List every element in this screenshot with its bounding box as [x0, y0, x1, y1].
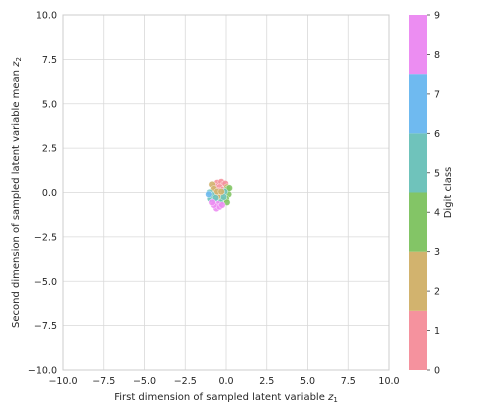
colorbar-tick-label: 0: [434, 366, 440, 377]
colorbar-tick-label: 7: [434, 89, 440, 100]
y-tick-label: 5.0: [42, 99, 57, 110]
colorbar-tick-labels: 0 1 2 3 4 5 6 7 8 9: [427, 11, 440, 377]
x-tick-label: −10.0: [48, 376, 77, 387]
x-tick-label: −7.5: [92, 376, 115, 387]
data-point: [208, 198, 216, 206]
colorbar-tick-label: 3: [434, 247, 440, 258]
colorbar-tick-label: 4: [434, 208, 440, 219]
y-tick-label: −7.5: [34, 321, 57, 332]
data-point: [205, 190, 213, 198]
data-points: [205, 178, 233, 212]
colorbar-band: [409, 192, 427, 252]
y-axis-label: Second dimension of sampled latent varia…: [11, 57, 23, 328]
colorbar-tick-label: 5: [434, 168, 440, 179]
x-tick-label: 10.0: [378, 376, 399, 387]
colorbar-band: [409, 74, 427, 134]
colorbar-tick-label: 8: [434, 50, 440, 61]
colorbar-label: Digit class: [443, 167, 454, 219]
colorbar-tick-label: 2: [434, 287, 440, 298]
x-tick-label: −5.0: [133, 376, 156, 387]
plot-frame: [62, 14, 390, 371]
colorbar-band: [409, 15, 427, 75]
colorbar-band: [409, 251, 427, 311]
x-tick-labels: −10.0 −7.5 −5.0 −2.5 0.0 2.5 5.0 7.5 10.0: [48, 376, 399, 387]
x-tick-label: 7.5: [341, 376, 356, 387]
y-tick-label: 7.5: [42, 55, 57, 66]
data-point: [225, 184, 233, 192]
x-tick-label: −2.5: [174, 376, 197, 387]
colorbar-band: [409, 133, 427, 193]
y-tick-label: 10.0: [36, 11, 57, 22]
y-tick-label: −10.0: [28, 366, 57, 377]
x-tick-label: 0.0: [218, 376, 233, 387]
y-tick-labels: −10.0 −7.5 −5.0 −2.5 0.0 2.5 5.0 7.5 10.0: [28, 11, 57, 377]
colorbar-tick-label: 9: [434, 11, 440, 22]
y-tick-label: 0.0: [42, 188, 57, 199]
colorbar-band: [409, 310, 427, 370]
x-tick-label: 5.0: [300, 376, 315, 387]
y-tick-label: −2.5: [34, 232, 57, 243]
colorbar-tick-label: 1: [434, 326, 440, 337]
colorbar-tick-label: 6: [434, 129, 440, 140]
data-point: [218, 201, 226, 209]
data-point: [217, 188, 225, 196]
y-tick-label: 2.5: [42, 144, 57, 155]
y-tick-label: −5.0: [34, 277, 57, 288]
x-axis-label: First dimension of sampled latent variab…: [114, 392, 338, 404]
x-tick-label: 2.5: [259, 376, 274, 387]
colorbar: [409, 15, 427, 370]
